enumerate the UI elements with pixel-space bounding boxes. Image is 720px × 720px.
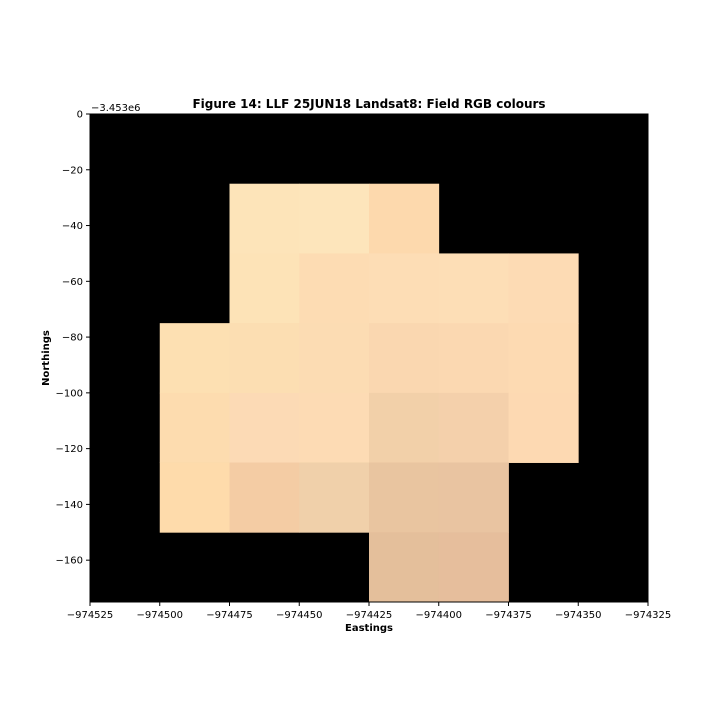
x-tick-label: −974475: [206, 610, 253, 621]
pixel-cell-16: [299, 392, 370, 463]
pixel-cell-24: [438, 462, 509, 533]
pixel-cell-20: [159, 462, 230, 533]
pixel-cell-17: [369, 392, 440, 463]
pixel-cell-0: [229, 183, 300, 254]
pixel-cell-21: [229, 462, 300, 533]
pixel-cell-25: [369, 532, 440, 603]
pixel-cell-2: [369, 183, 440, 254]
y-tick-label: −40: [62, 221, 83, 232]
x-tick-label: −974425: [346, 610, 393, 621]
y-tick-label: −100: [56, 388, 83, 399]
x-tick-label: −974500: [136, 610, 183, 621]
y-tick-label: 0: [77, 110, 83, 121]
pixel-cell-8: [159, 323, 230, 394]
pixel-cell-10: [299, 323, 370, 394]
y-tick-label: −80: [62, 333, 83, 344]
pixel-cell-19: [508, 392, 579, 463]
x-tick-label: −974450: [276, 610, 323, 621]
pixel-cell-18: [438, 392, 509, 463]
chart-title: Figure 14: LLF 25JUN18 Landsat8: Field R…: [192, 97, 545, 111]
x-tick-label: −974325: [625, 610, 672, 621]
y-offset-label: −3.453e6: [91, 103, 141, 114]
x-tick-label: −974375: [485, 610, 532, 621]
pixel-cell-22: [299, 462, 370, 533]
pixel-cell-7: [508, 253, 579, 324]
x-tick-label: −974350: [555, 610, 602, 621]
y-tick-label: −120: [56, 444, 83, 455]
y-tick-label: −20: [62, 165, 83, 176]
plot-area: [89, 113, 649, 603]
pixel-cell-12: [438, 323, 509, 394]
pixel-cell-5: [369, 253, 440, 324]
x-tick-label: −974525: [67, 610, 114, 621]
x-tick-label: −974400: [415, 610, 462, 621]
x-axis-ticks: −974525 −974500 −974475 −974450 −974425 −9744…: [67, 602, 672, 621]
pixel-cell-11: [369, 323, 440, 394]
pixel-cell-14: [159, 392, 230, 463]
pixel-cell-1: [299, 183, 370, 254]
y-axis-ticks: 0 −20 −40 −60 −80 −100 −120 −140 −160: [56, 110, 90, 567]
y-axis-label: Northings: [41, 330, 52, 386]
pixel-cell-6: [438, 253, 509, 324]
pixel-cell-15: [229, 392, 300, 463]
y-tick-label: −60: [62, 277, 83, 288]
pixel-cell-3: [229, 253, 300, 324]
pixel-cells: [159, 183, 579, 603]
pixel-cell-9: [229, 323, 300, 394]
pixel-cell-26: [438, 532, 509, 603]
y-tick-label: −160: [56, 556, 83, 567]
x-axis-label: Eastings: [345, 623, 393, 634]
pixel-cell-23: [369, 462, 440, 533]
y-tick-label: −140: [56, 500, 83, 511]
pixel-cell-4: [299, 253, 370, 324]
pixel-cell-13: [508, 323, 579, 394]
